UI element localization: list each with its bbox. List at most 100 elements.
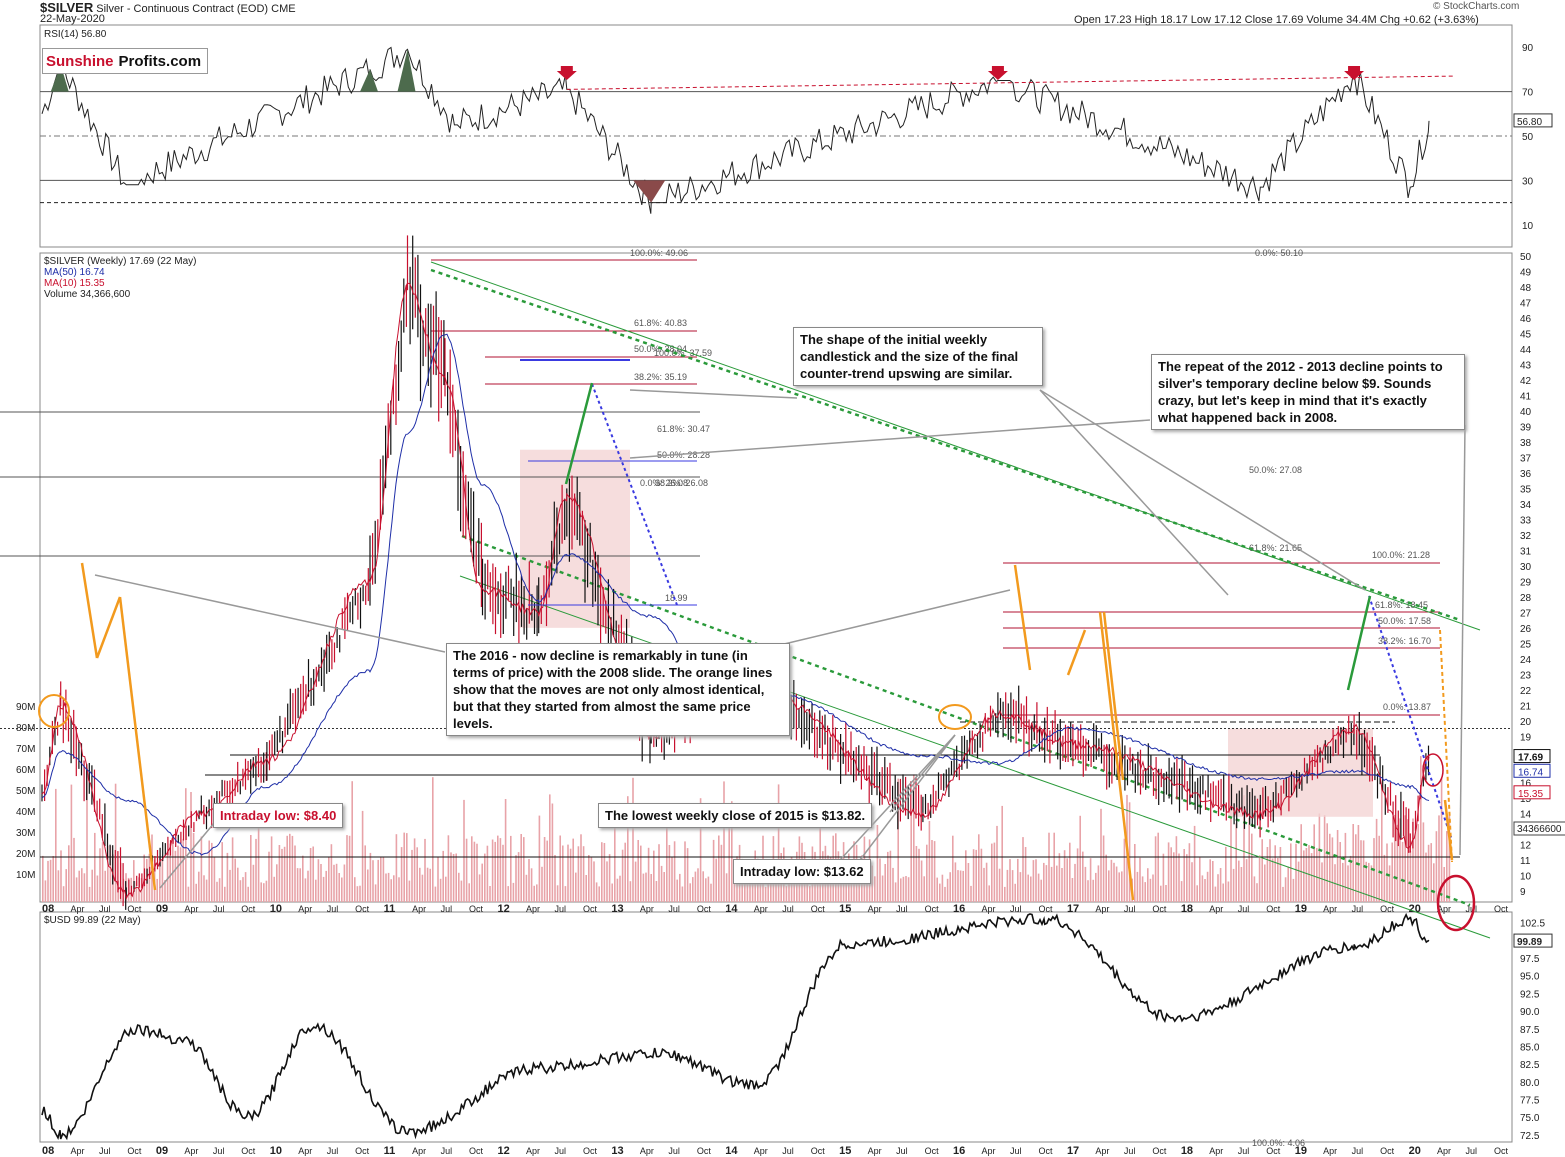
volume-bar bbox=[564, 886, 567, 902]
volume-bar bbox=[1191, 862, 1193, 902]
x-tick-label: Jul bbox=[782, 904, 794, 914]
volume-bar bbox=[936, 877, 938, 902]
volume-bar bbox=[455, 853, 457, 902]
volume-bar bbox=[1360, 840, 1362, 902]
volume-bar bbox=[1310, 853, 1313, 902]
ohlc-readout: Open 17.23 High 18.17 Low 17.12 Close 17… bbox=[1074, 14, 1479, 26]
price-tick-label: 10 bbox=[1520, 872, 1532, 883]
volume-bar bbox=[1323, 815, 1326, 902]
annotation-shape: The shape of the initial weekly candlest… bbox=[793, 327, 1043, 386]
volume-bar bbox=[507, 886, 509, 902]
volume-bar bbox=[689, 883, 691, 902]
price-tick-label: 12 bbox=[1520, 841, 1532, 852]
volume-bar bbox=[744, 881, 746, 902]
usd-tick-label: 75.0 bbox=[1520, 1113, 1540, 1124]
volume-bar bbox=[1438, 815, 1440, 902]
volume-bar bbox=[44, 880, 47, 902]
orange-circle-2008 bbox=[38, 694, 70, 728]
volume-bar bbox=[1004, 886, 1006, 902]
volume-bar bbox=[42, 855, 44, 902]
price-tick-label: 21 bbox=[1520, 701, 1532, 712]
price-tick-label: 32 bbox=[1520, 531, 1532, 542]
volume-bar bbox=[1391, 842, 1393, 902]
volume-bar bbox=[281, 848, 283, 902]
x-tick-label-usd: Apr bbox=[70, 1146, 84, 1156]
volume-bar bbox=[751, 875, 754, 902]
x-tick-label-usd: Oct bbox=[811, 1146, 826, 1156]
volume-bar bbox=[1271, 858, 1274, 902]
price-tick-label: 47 bbox=[1520, 299, 1532, 310]
x-tick-label: Apr bbox=[1323, 904, 1337, 914]
x-tick-label: Jul bbox=[554, 904, 566, 914]
volume-bar bbox=[338, 873, 340, 902]
symbol: $SILVER bbox=[40, 0, 94, 15]
volume-bar bbox=[1295, 843, 1297, 902]
x-tick-label: 16 bbox=[953, 903, 965, 915]
x-tick-label-usd: Apr bbox=[412, 1146, 426, 1156]
x-tick-label: 20 bbox=[1409, 903, 1421, 915]
x-tick-label-usd: Oct bbox=[241, 1146, 256, 1156]
volume-bar bbox=[169, 843, 171, 902]
volume-bar bbox=[1235, 823, 1237, 902]
x-tick-label: Oct bbox=[811, 904, 826, 914]
volume-bar bbox=[263, 883, 265, 902]
volume-bar bbox=[1079, 815, 1081, 902]
volume-bar bbox=[962, 870, 964, 902]
price-tick-label: 15 bbox=[1520, 794, 1532, 805]
volume-bar bbox=[398, 877, 400, 902]
orange-move-line bbox=[80, 562, 99, 659]
volume-bar bbox=[416, 847, 418, 902]
volume-bar bbox=[536, 884, 538, 902]
volume-bar bbox=[1264, 864, 1266, 902]
volume-bar bbox=[419, 867, 421, 902]
fib-label: 61.8%: 40.83 bbox=[634, 318, 687, 328]
volume-bar bbox=[634, 861, 637, 902]
price-tick-label: 41 bbox=[1520, 392, 1532, 403]
x-tick-label-usd: Oct bbox=[1152, 1146, 1167, 1156]
volume-bar bbox=[627, 796, 629, 902]
volume-bar bbox=[746, 884, 749, 902]
trend-line-upper-dotted bbox=[430, 268, 1461, 622]
x-tick-label: 17 bbox=[1067, 903, 1079, 915]
volume-bar bbox=[1001, 805, 1003, 902]
volume-bar bbox=[432, 777, 434, 902]
volume-bar bbox=[632, 777, 634, 902]
price-tick-label: 36 bbox=[1520, 469, 1532, 480]
volume-bar bbox=[286, 835, 288, 902]
x-tick-label-usd: Oct bbox=[1380, 1146, 1395, 1156]
volume-bar bbox=[1045, 865, 1048, 902]
volume-bar bbox=[1134, 844, 1136, 902]
callout-connector bbox=[779, 589, 1011, 646]
x-tick-label-usd: Apr bbox=[1095, 1146, 1109, 1156]
volume-bar bbox=[1409, 851, 1412, 902]
price-tick-label: 22 bbox=[1520, 686, 1532, 697]
volume-bar bbox=[1123, 838, 1126, 902]
volume-bar bbox=[351, 781, 353, 902]
x-tick-label: Jul bbox=[896, 904, 908, 914]
volume-tick-label: 10M bbox=[16, 870, 35, 881]
volume-bar bbox=[216, 881, 218, 902]
volume-bar bbox=[1344, 832, 1347, 902]
volume-bar bbox=[520, 834, 522, 902]
volume-bar bbox=[75, 877, 78, 902]
x-tick-label-usd: 20 bbox=[1409, 1145, 1421, 1157]
volume-bar bbox=[65, 869, 67, 902]
x-tick-label-usd: Apr bbox=[1323, 1146, 1337, 1156]
x-tick-label: Jul bbox=[1238, 904, 1250, 914]
fib-label: 38.2%: 35.19 bbox=[634, 372, 687, 382]
volume-bar bbox=[205, 879, 208, 902]
x-tick-label: Apr bbox=[982, 904, 996, 914]
volume-bar bbox=[265, 880, 268, 902]
volume-bar bbox=[595, 882, 598, 902]
volume-bar bbox=[1420, 756, 1422, 902]
volume-bar bbox=[707, 876, 710, 902]
legend-price: $SILVER (Weekly) 17.69 (22 May) bbox=[44, 256, 197, 267]
price-last-box bbox=[1513, 749, 1551, 764]
volume-bar bbox=[562, 845, 564, 902]
volume-bar bbox=[174, 850, 177, 902]
volume-bar bbox=[793, 873, 795, 902]
price-tick-label: 30 bbox=[1520, 562, 1532, 573]
volume-bar bbox=[679, 873, 681, 902]
x-tick-label: Oct bbox=[469, 904, 484, 914]
volume-bar bbox=[1396, 824, 1399, 902]
